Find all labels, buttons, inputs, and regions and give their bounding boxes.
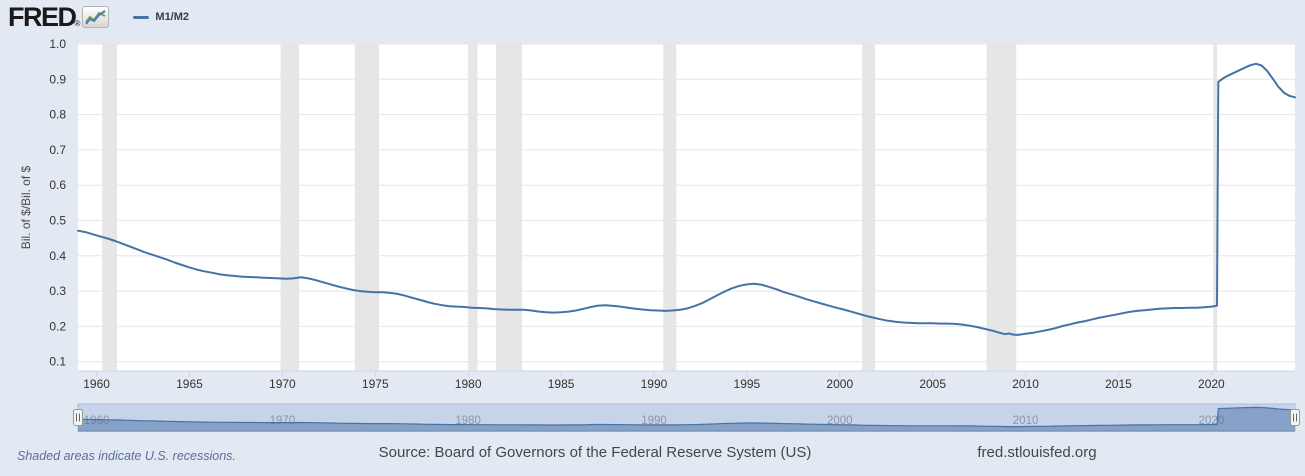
- chart-header: FRED ® M1/M2: [8, 3, 189, 31]
- y-tick-label: 0.2: [49, 319, 66, 333]
- y-tick-label: 1.0: [49, 37, 66, 51]
- x-tick-label: 2010: [1012, 377, 1039, 391]
- recession-band: [280, 44, 300, 371]
- source-attribution: Source: Board of Governors of the Federa…: [378, 444, 812, 461]
- fred-sparkline-icon: [82, 6, 110, 28]
- legend-line-marker: [133, 15, 150, 19]
- fred-url-link[interactable]: fred.stlouisfed.org: [977, 444, 1097, 461]
- recession-note: Shaded areas indicate U.S. recessions.: [17, 449, 236, 463]
- legend-label: M1/M2: [155, 11, 190, 23]
- registered-trademark: ®: [74, 19, 81, 28]
- x-tick-label: 1990: [641, 377, 668, 391]
- x-tick-label: 1985: [548, 377, 575, 391]
- y-tick-label: 0.5: [49, 214, 66, 228]
- y-tick-label: 0.8: [49, 108, 66, 122]
- navigator-year-label: 2000: [827, 415, 853, 427]
- series-line-m1-m2[interactable]: [77, 62, 1296, 336]
- recession-band: [1213, 44, 1217, 371]
- y-tick-label: 0.9: [49, 72, 66, 86]
- y-tick-label: 0.4: [49, 249, 66, 263]
- x-tick-label: 1960: [83, 377, 110, 391]
- recession-band: [663, 44, 677, 371]
- x-tick-label: 1975: [362, 377, 389, 391]
- x-tick-label: 2005: [919, 377, 946, 391]
- recession-band: [986, 44, 1017, 371]
- y-axis-title: Bil. of $/Bil. of $: [19, 165, 33, 249]
- navigator-year-label: 1990: [641, 415, 667, 427]
- navigator-handle-right[interactable]: [1290, 409, 1300, 426]
- fred-logo: FRED: [8, 2, 77, 32]
- navigator-year-label: 2010: [1013, 415, 1039, 427]
- x-tick-label: 1980: [455, 377, 482, 391]
- recession-band: [496, 44, 523, 371]
- x-tick-label: 1970: [269, 377, 296, 391]
- y-tick-label: 0.6: [49, 178, 66, 192]
- x-tick-label: 2020: [1198, 377, 1225, 391]
- x-tick-label: 2015: [1105, 377, 1132, 391]
- navigator-area: [78, 407, 1295, 431]
- recession-band: [102, 44, 118, 371]
- navigator-line: [77, 406, 1296, 428]
- y-tick-label: 0.3: [49, 284, 66, 298]
- recession-band: [468, 44, 478, 371]
- legend-item-m1-m2[interactable]: M1/M2: [133, 11, 189, 23]
- y-tick-label: 0.7: [49, 143, 66, 157]
- plot-area[interactable]: [78, 44, 1295, 371]
- navigator-handle-left[interactable]: [73, 409, 83, 426]
- x-tick-label: 1965: [176, 377, 203, 391]
- recession-band: [862, 44, 876, 371]
- x-tick-label: 1995: [734, 377, 761, 391]
- x-tick-label: 2000: [826, 377, 853, 391]
- recession-band: [354, 44, 379, 371]
- y-tick-label: 0.1: [49, 355, 66, 369]
